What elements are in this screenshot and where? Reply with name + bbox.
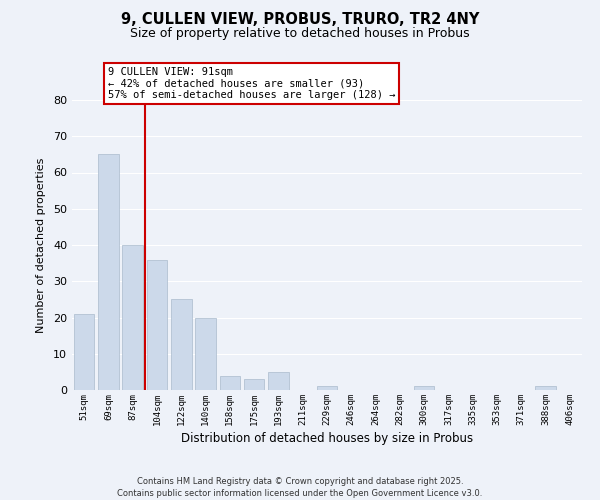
Bar	[195, 318, 216, 390]
Bar	[146, 260, 167, 390]
Text: 9, CULLEN VIEW, PROBUS, TRURO, TR2 4NY: 9, CULLEN VIEW, PROBUS, TRURO, TR2 4NY	[121, 12, 479, 28]
Bar	[244, 379, 265, 390]
Text: Size of property relative to detached houses in Probus: Size of property relative to detached ho…	[130, 28, 470, 40]
Bar	[268, 372, 289, 390]
Bar	[98, 154, 119, 390]
Bar	[122, 245, 143, 390]
Bar	[74, 314, 94, 390]
Y-axis label: Number of detached properties: Number of detached properties	[36, 158, 46, 332]
Bar	[171, 300, 191, 390]
Bar	[220, 376, 240, 390]
Bar	[317, 386, 337, 390]
Text: Contains HM Land Registry data © Crown copyright and database right 2025.
Contai: Contains HM Land Registry data © Crown c…	[118, 476, 482, 498]
Bar	[535, 386, 556, 390]
X-axis label: Distribution of detached houses by size in Probus: Distribution of detached houses by size …	[181, 432, 473, 445]
Bar	[414, 386, 434, 390]
Text: 9 CULLEN VIEW: 91sqm
← 42% of detached houses are smaller (93)
57% of semi-detac: 9 CULLEN VIEW: 91sqm ← 42% of detached h…	[108, 67, 395, 100]
